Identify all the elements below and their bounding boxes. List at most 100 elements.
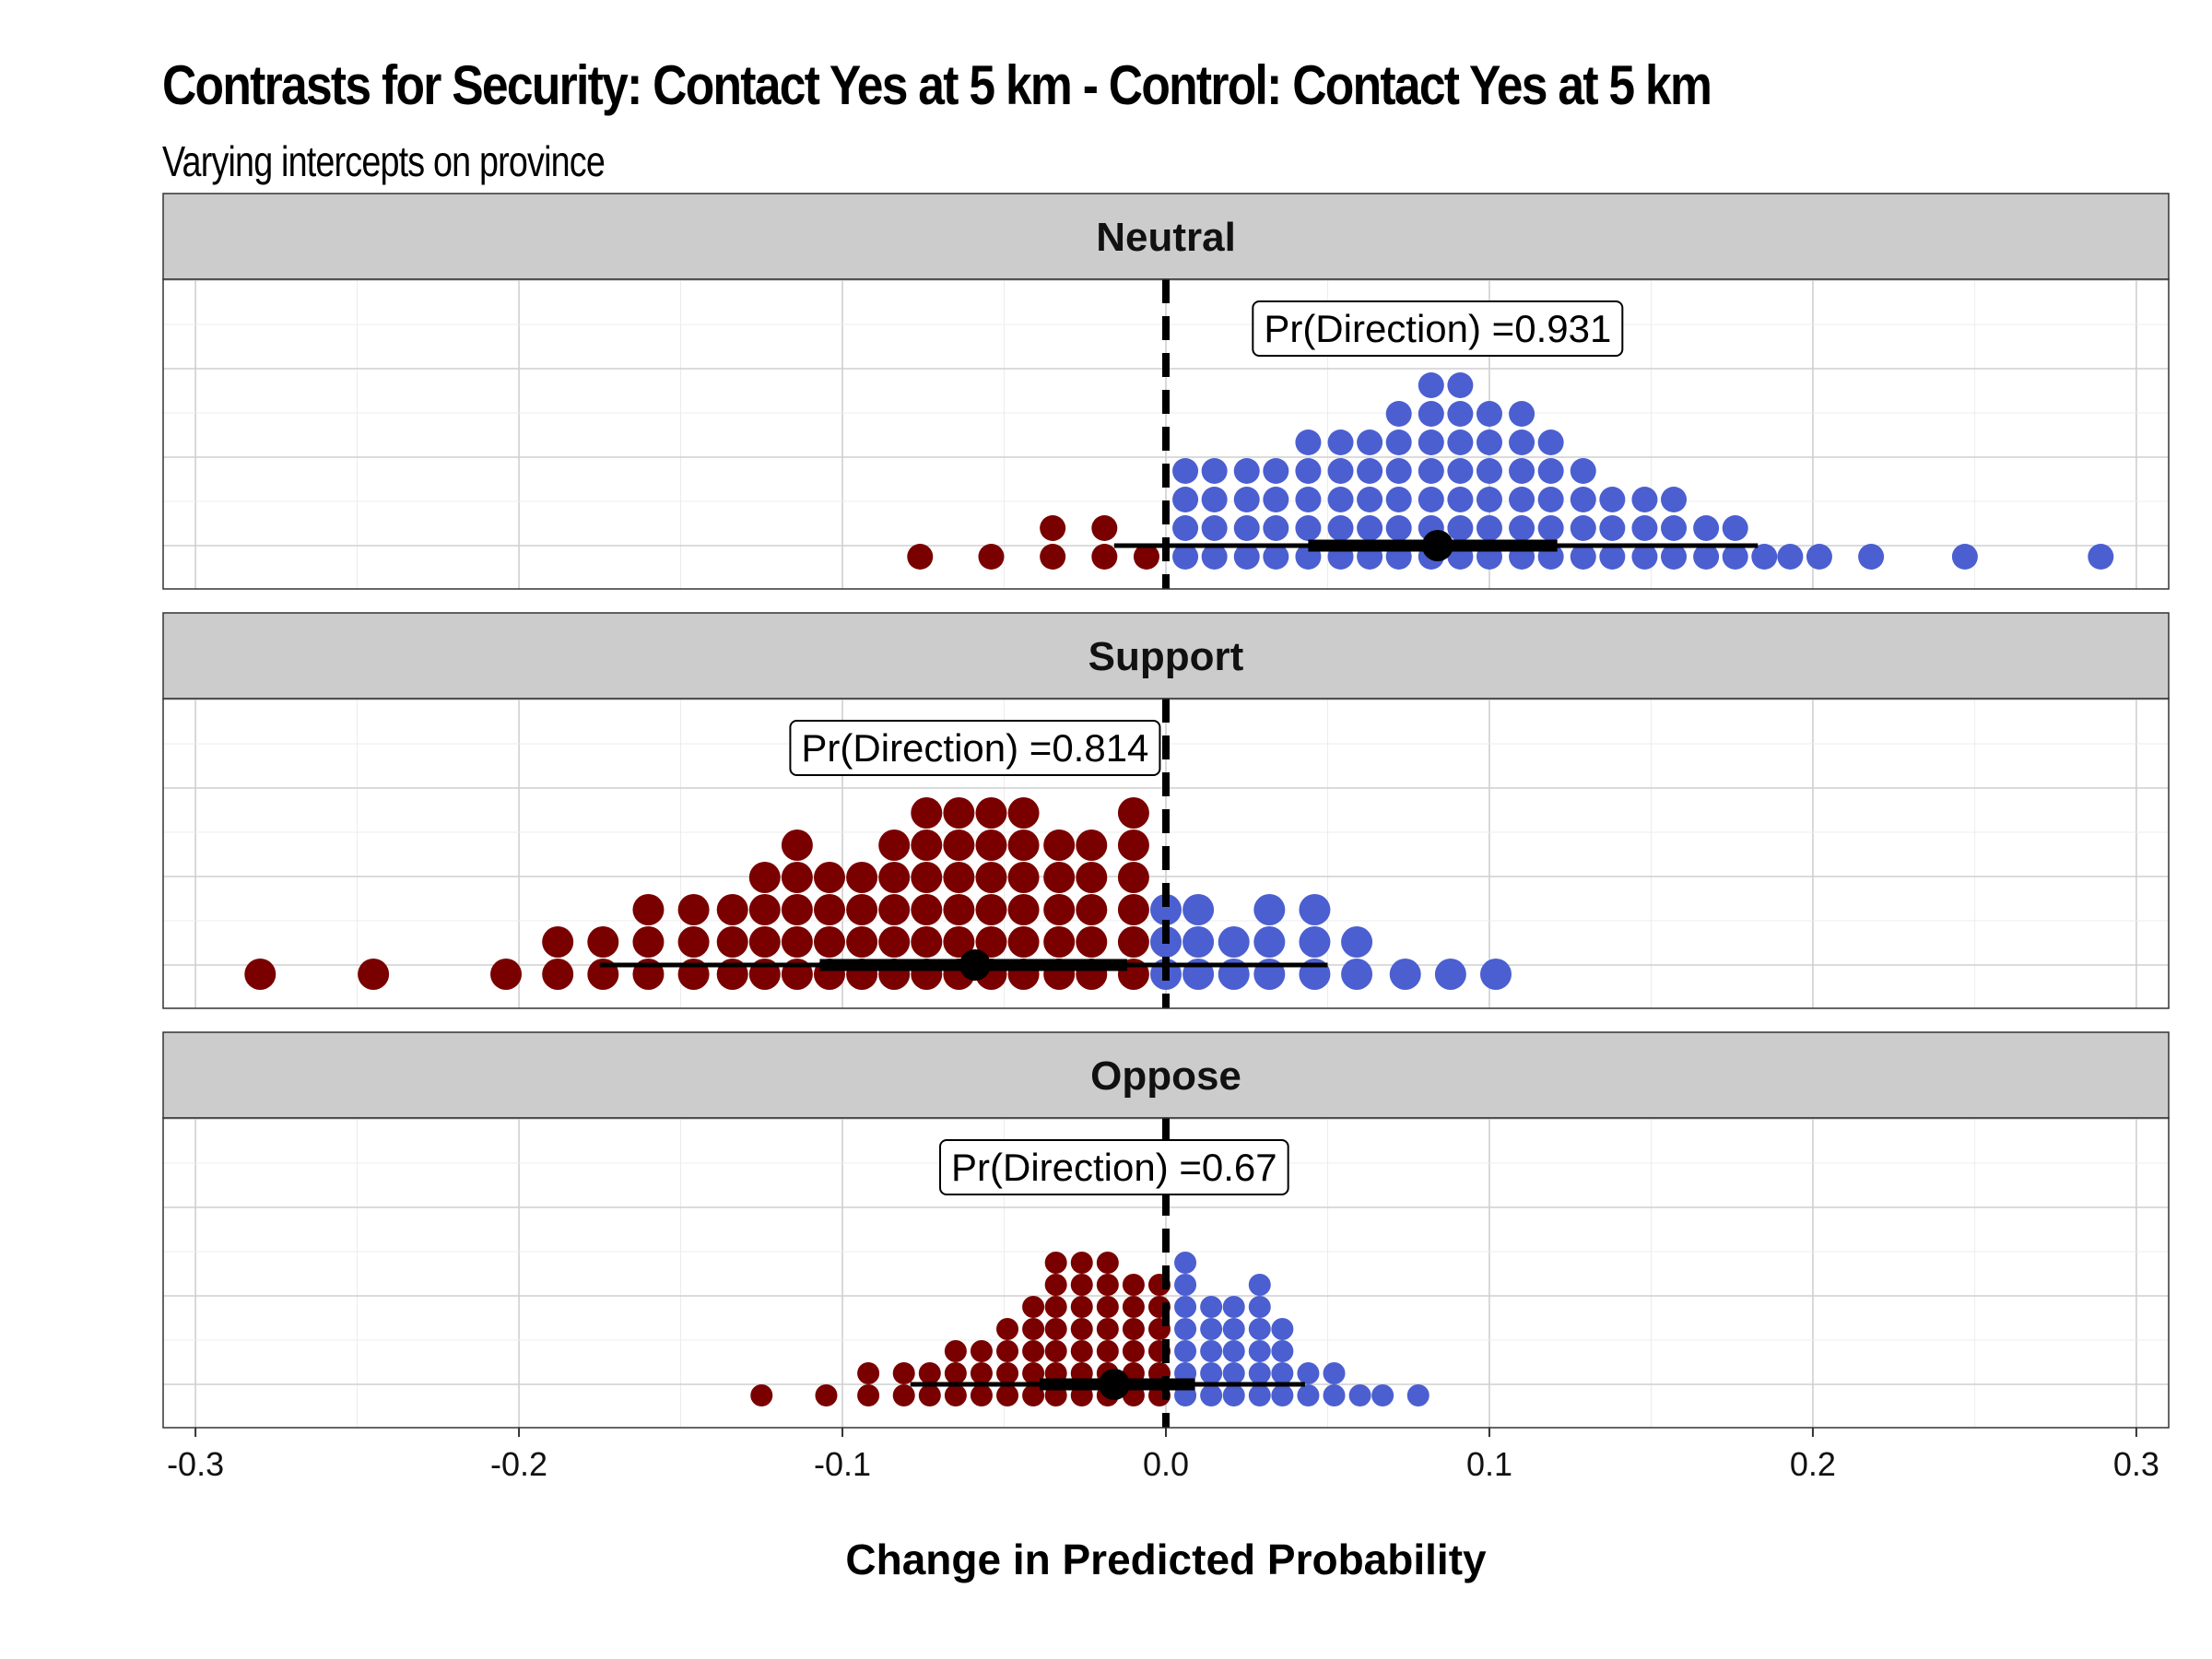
dot <box>1509 458 1535 484</box>
point-estimate <box>959 949 991 981</box>
panel-border <box>162 698 2170 1009</box>
dot <box>1661 544 1688 570</box>
dot <box>996 1362 1019 1384</box>
dot <box>1096 1296 1119 1318</box>
dot <box>1858 544 1885 570</box>
dot <box>1076 862 1108 893</box>
dot <box>878 862 911 893</box>
dot <box>1174 1274 1197 1296</box>
dot <box>358 959 390 990</box>
dot <box>892 1384 915 1406</box>
dot <box>846 862 878 893</box>
dot <box>892 1362 915 1384</box>
dot <box>1447 487 1474 512</box>
dot <box>1406 1384 1430 1406</box>
dot <box>943 894 975 925</box>
dot <box>1043 894 1076 925</box>
dot <box>815 1384 838 1406</box>
dot <box>878 926 911 958</box>
dot <box>1271 1384 1294 1406</box>
dot <box>1174 1252 1197 1274</box>
dot <box>1122 1296 1145 1318</box>
dot <box>1570 544 1596 570</box>
dot <box>1509 429 1535 455</box>
dot <box>587 926 619 958</box>
dot <box>1253 926 1286 958</box>
x-tick-label: -0.2 <box>490 1445 547 1483</box>
facet-label: Neutral <box>1096 215 1236 260</box>
dot <box>1327 458 1354 484</box>
dot <box>1722 544 1748 570</box>
dot <box>1299 926 1331 958</box>
dot <box>1599 487 1626 512</box>
dot <box>2088 544 2114 570</box>
x-tick-label: 0.2 <box>1790 1445 1836 1483</box>
dot <box>1222 1362 1245 1384</box>
facet-label: Support <box>1088 634 1244 679</box>
dot <box>1295 458 1322 484</box>
dot <box>813 894 845 925</box>
dot <box>1182 894 1215 925</box>
dot <box>1357 458 1383 484</box>
dot <box>1509 401 1535 427</box>
dot <box>1297 1384 1320 1406</box>
dot <box>1263 487 1289 512</box>
dot <box>1174 1296 1197 1318</box>
dot <box>1476 515 1502 541</box>
dot <box>1385 401 1412 427</box>
dot <box>1076 894 1108 925</box>
dot <box>1070 1340 1093 1362</box>
dot <box>1200 1362 1223 1384</box>
dot <box>1722 515 1748 541</box>
dot <box>542 926 574 958</box>
dot <box>813 926 845 958</box>
dot <box>1327 429 1354 455</box>
dot <box>907 544 934 570</box>
dot <box>1389 959 1421 990</box>
dot <box>943 926 975 958</box>
dot <box>1022 1296 1045 1318</box>
dot <box>1117 862 1149 893</box>
dot <box>1172 515 1199 541</box>
panel-border <box>162 278 2170 590</box>
dot <box>542 959 574 990</box>
dot <box>1172 458 1199 484</box>
dot <box>1022 1384 1045 1406</box>
dot <box>1295 429 1322 455</box>
dot <box>1418 372 1444 398</box>
dot <box>1476 458 1502 484</box>
dot <box>944 1340 967 1362</box>
dot <box>1271 1362 1294 1384</box>
dot <box>1007 797 1040 829</box>
dot <box>1777 544 1804 570</box>
dot <box>978 544 1005 570</box>
dot <box>1357 487 1383 512</box>
dot <box>1091 544 1118 570</box>
dot <box>970 1362 993 1384</box>
x-tick-label: 0.3 <box>2113 1445 2159 1483</box>
dot <box>1447 429 1474 455</box>
dot <box>1263 515 1289 541</box>
dot <box>1661 515 1688 541</box>
dot <box>1040 515 1066 541</box>
dot <box>1418 458 1444 484</box>
dot <box>1043 830 1076 861</box>
dot <box>1122 1318 1145 1340</box>
dot <box>1076 926 1108 958</box>
dot <box>1201 487 1228 512</box>
dot <box>1263 458 1289 484</box>
dot <box>1076 830 1108 861</box>
dot <box>1357 515 1383 541</box>
dot <box>911 830 943 861</box>
dot <box>1357 429 1383 455</box>
dot <box>781 862 813 893</box>
dot <box>918 1362 941 1384</box>
dot <box>1271 1340 1294 1362</box>
dot <box>1631 544 1658 570</box>
dot <box>1371 1384 1394 1406</box>
dot <box>1418 401 1444 427</box>
dot <box>1122 1340 1145 1362</box>
dot <box>1476 429 1502 455</box>
dot <box>1201 458 1228 484</box>
dot <box>1570 487 1596 512</box>
